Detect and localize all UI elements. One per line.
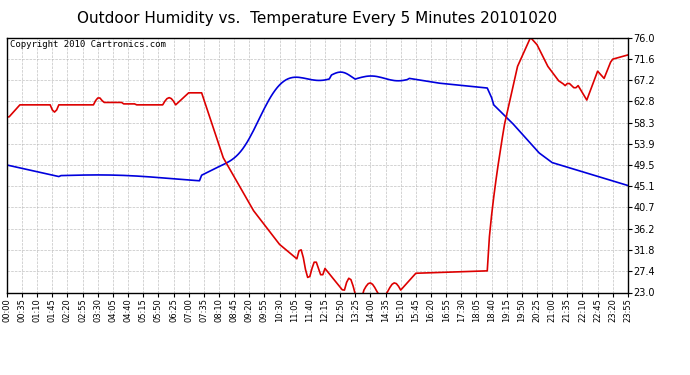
Text: Outdoor Humidity vs.  Temperature Every 5 Minutes 20101020: Outdoor Humidity vs. Temperature Every 5… [77,11,558,26]
Text: Copyright 2010 Cartronics.com: Copyright 2010 Cartronics.com [10,40,166,49]
